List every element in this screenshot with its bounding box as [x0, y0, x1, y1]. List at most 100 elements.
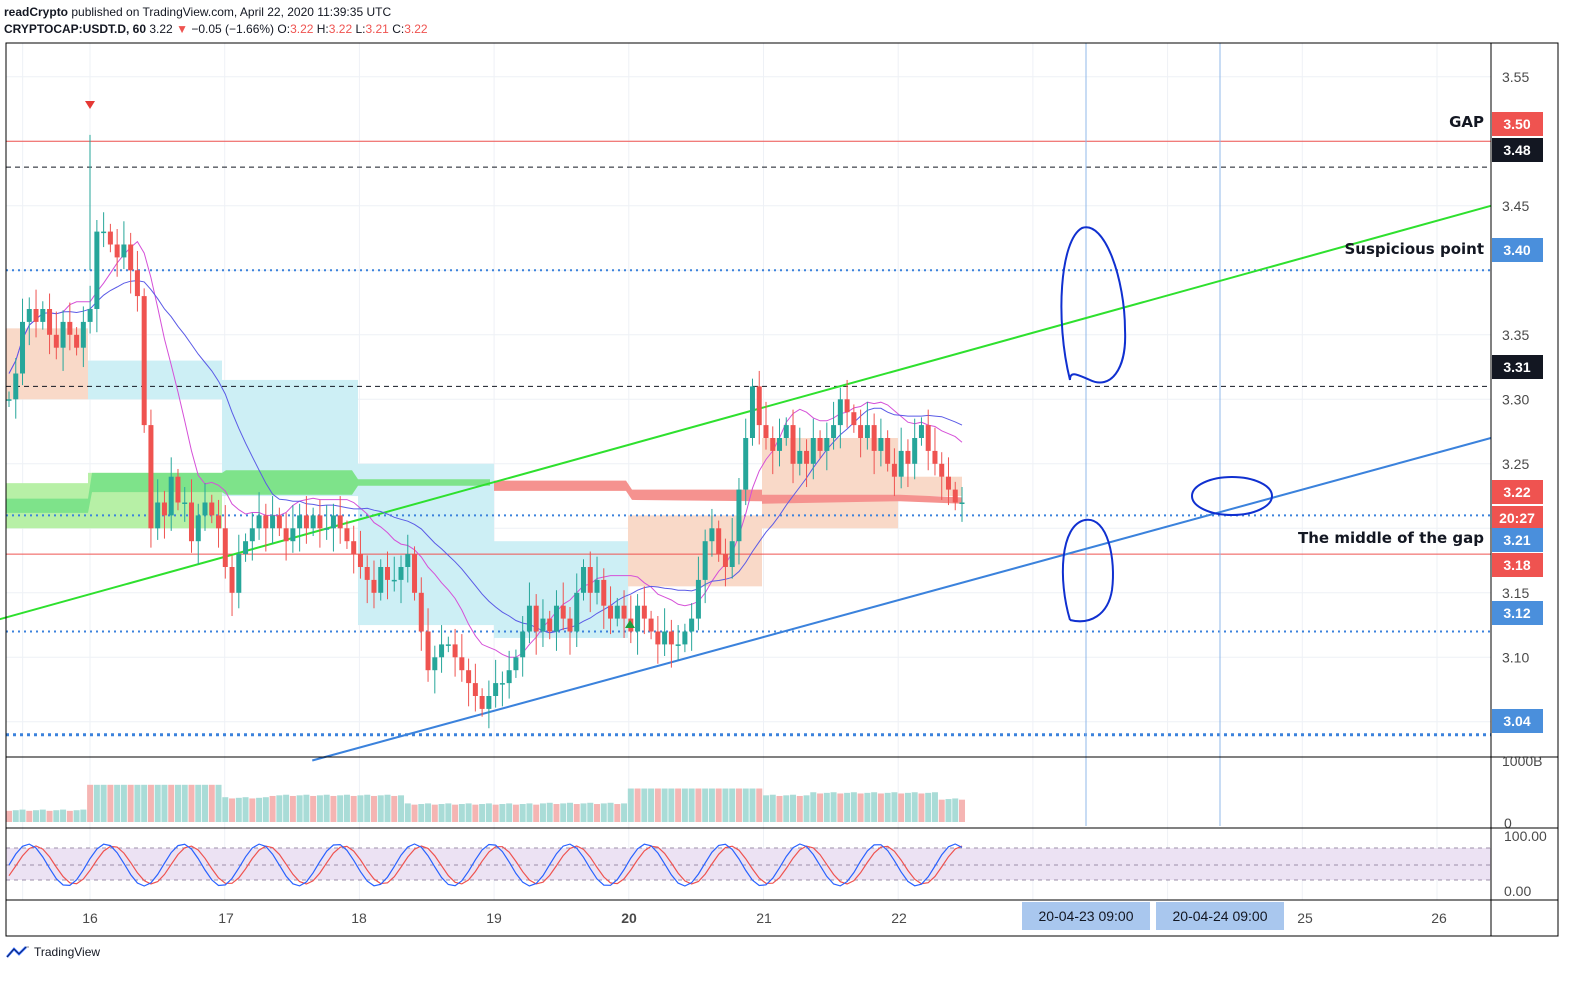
candle-body [168, 476, 174, 516]
candle-body [702, 541, 708, 580]
volume-bar [174, 784, 181, 822]
candle-body [831, 425, 837, 438]
candle-body [824, 438, 830, 451]
candle-body [47, 309, 53, 335]
candle-body [466, 670, 472, 684]
buy-signal-icon [625, 620, 635, 628]
tradingview-brand: TradingView [34, 945, 101, 959]
volume-bar [776, 795, 783, 822]
volume-bar [587, 802, 594, 822]
candle-body [216, 515, 222, 529]
candle-body [303, 515, 309, 529]
candle-body [134, 270, 140, 297]
candle-body [236, 554, 242, 593]
candle-body [668, 631, 674, 645]
volume-zero-label: 0 [1504, 815, 1512, 831]
candle-body [283, 528, 289, 542]
candle-body [87, 309, 93, 322]
price-badge [1492, 528, 1543, 552]
volume-bar [756, 788, 763, 822]
volume-bar [553, 804, 560, 822]
volume-bar [147, 784, 154, 822]
candle-body [486, 696, 492, 709]
annotation-label: The middle of the gap [1298, 529, 1484, 547]
volume-bar [857, 793, 864, 822]
price-badge-label: 3.31 [1503, 359, 1530, 375]
candle-body [898, 450, 904, 477]
candle-body [101, 231, 107, 234]
volume-bar [580, 803, 587, 822]
volume-bar [33, 810, 40, 822]
price-badge [1492, 601, 1543, 625]
candle-body [851, 412, 857, 426]
volume-bar [648, 788, 655, 822]
tradingview-footer[interactable]: TradingView [6, 945, 100, 959]
candle-body [114, 244, 120, 258]
volume-bar [790, 794, 797, 822]
stochastic-pane [6, 843, 1491, 887]
volume-pane [6, 784, 965, 822]
volume-bar [898, 793, 905, 822]
candle-body [858, 425, 864, 438]
candle-body [506, 670, 512, 684]
volume-bar [837, 793, 844, 822]
candle-body [425, 631, 431, 671]
candle-body [107, 231, 113, 245]
volume-bar [134, 784, 141, 822]
volume-bar [945, 799, 952, 822]
candle-body [276, 515, 282, 529]
price-tick-label: 3.10 [1502, 649, 1529, 665]
candle-body [188, 502, 194, 542]
volume-bar [350, 795, 357, 822]
annotation-label: Suspicious point [1345, 240, 1485, 258]
date-label-bg [1156, 902, 1284, 930]
signal-markers [85, 101, 635, 628]
volume-bar [289, 795, 296, 822]
candle-body [445, 644, 451, 646]
volume-bar [621, 803, 628, 822]
time-tick-label: 21 [756, 910, 772, 926]
candle-body [243, 541, 249, 555]
time-tick-label: 18 [351, 910, 367, 926]
candle-body [317, 515, 323, 529]
symbol-label[interactable]: CRYPTOCAP:USDT.D, 60 [4, 22, 147, 36]
price-axis: 3.553.453.353.303.253.153.103.051000B010… [1492, 69, 1547, 899]
price-tick-label: 3.25 [1502, 456, 1529, 472]
cloud-zone [762, 438, 898, 529]
volume-bar [452, 804, 459, 822]
volume-bar [323, 794, 330, 822]
volume-bar [46, 810, 53, 822]
volume-bar [566, 802, 573, 822]
publisher-name[interactable]: readCrypto [4, 5, 69, 19]
candle-body [871, 425, 877, 451]
candle-body [837, 399, 843, 426]
hand-drawn-ellipses [1060, 226, 1273, 623]
volume-bar [877, 793, 884, 822]
candle-body [357, 554, 363, 567]
candle-body [540, 618, 546, 632]
candle-body [905, 450, 911, 464]
price-badge [1492, 355, 1543, 379]
candle-body [648, 618, 654, 632]
candle-body [526, 605, 532, 632]
volume-bar [337, 795, 344, 822]
volume-bar [627, 788, 634, 822]
volume-bar [546, 802, 553, 822]
candle-body [729, 541, 735, 567]
volume-bar [959, 799, 965, 822]
volume-bar [242, 797, 249, 822]
volume-bar [512, 804, 519, 822]
candle-body [472, 683, 478, 696]
volume-bar [127, 784, 134, 822]
candle-body [452, 644, 458, 658]
volume-bar [749, 788, 756, 822]
candle-body [695, 579, 701, 619]
volume-bar [195, 784, 202, 822]
candle-body [60, 321, 66, 348]
published-text: published on TradingView.com, April 22, … [68, 5, 392, 19]
chart-canvas[interactable]: 3.553.453.353.303.253.153.103.051000B010… [0, 0, 1587, 940]
volume-bar [377, 795, 384, 822]
volume-bar [539, 803, 546, 822]
volume-bar [445, 803, 452, 822]
volume-bar [688, 788, 695, 822]
